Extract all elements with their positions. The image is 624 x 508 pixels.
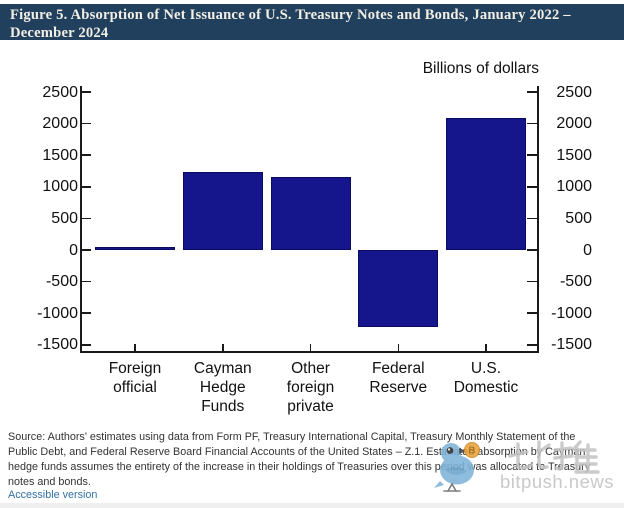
x-axis-category-label: U.S. Domestic bbox=[453, 360, 519, 396]
y-axis-label-left: 0 bbox=[69, 241, 78, 259]
x-axis-category-label: Other foreign private bbox=[286, 360, 335, 415]
bottom-divider bbox=[0, 503, 624, 508]
bottom-axis-line bbox=[80, 351, 539, 353]
bar-4 bbox=[446, 117, 526, 250]
y-axis-label-left: -1500 bbox=[37, 336, 78, 354]
y-tick-right bbox=[526, 154, 538, 156]
y-axis-label-right: 2500 bbox=[556, 83, 592, 101]
y-axis-label-left: 2500 bbox=[42, 83, 78, 101]
x-tick bbox=[134, 344, 136, 351]
bar-3 bbox=[358, 250, 439, 328]
y-axis-label-left: 2000 bbox=[42, 115, 78, 133]
y-axis-label-right: -1000 bbox=[551, 304, 592, 322]
svg-text:B: B bbox=[468, 446, 475, 457]
y-axis-label-left: -500 bbox=[45, 273, 78, 291]
x-tick bbox=[397, 344, 399, 351]
y-tick-right bbox=[526, 122, 538, 125]
y-tick-right bbox=[526, 312, 538, 314]
y-axis-label-right: -1500 bbox=[551, 336, 592, 354]
bar-0 bbox=[95, 246, 175, 250]
y-tick-left bbox=[81, 249, 91, 251]
y-tick-left bbox=[81, 217, 91, 220]
y-tick-right bbox=[526, 344, 538, 346]
watermark-site-text: bitpush.news bbox=[500, 471, 614, 492]
source-line: Source: Authors' estimates using data fr… bbox=[8, 431, 576, 443]
y-axis-label-right: 500 bbox=[565, 209, 592, 227]
y-axis-label-right: -500 bbox=[559, 273, 592, 291]
x-axis-category-label: Foreign official bbox=[108, 360, 162, 396]
y-tick-left bbox=[81, 344, 91, 346]
y-tick-left bbox=[81, 186, 91, 188]
cjk-watermark-glyphs bbox=[508, 440, 600, 474]
y-tick-right bbox=[526, 91, 538, 93]
y-axis-label-right: 0 bbox=[583, 241, 592, 259]
y-tick-left bbox=[81, 91, 91, 93]
y-tick-right bbox=[526, 217, 538, 220]
bar-2 bbox=[270, 176, 351, 250]
y-axis-label-left: 1500 bbox=[42, 146, 78, 164]
y-axis-label-right: 2000 bbox=[556, 115, 592, 133]
bitpush-bird-logo-icon: B bbox=[434, 442, 480, 492]
y-tick-right bbox=[526, 280, 538, 283]
y-tick-left bbox=[81, 122, 91, 125]
x-tick bbox=[485, 344, 487, 351]
x-axis-category-label: Federal Reserve bbox=[369, 360, 428, 396]
figure-title: Figure 5. Absorption of Net Issuance of … bbox=[10, 7, 571, 41]
y-tick-right bbox=[526, 186, 538, 188]
figure-title-bar: Figure 5. Absorption of Net Issuance of … bbox=[0, 4, 624, 41]
x-tick bbox=[309, 344, 312, 351]
y-axis-label-right: 1000 bbox=[556, 178, 592, 196]
accessible-version-link[interactable]: Accessible version bbox=[8, 489, 98, 501]
y-axis-label-left: -1000 bbox=[37, 304, 78, 322]
y-axis-label-left: 500 bbox=[51, 209, 78, 227]
y-axis-label-left: 1000 bbox=[42, 178, 78, 196]
x-axis-category-label: Cayman Hedge Funds bbox=[193, 360, 252, 415]
source-line: Public Debt, and Federal Reserve Board F… bbox=[8, 446, 586, 458]
right-axis-line bbox=[537, 86, 539, 352]
left-axis-line bbox=[80, 86, 82, 352]
y-tick-right bbox=[526, 249, 538, 251]
y-axis-units-label: Billions of dollars bbox=[422, 60, 539, 77]
y-tick-left bbox=[81, 154, 91, 156]
source-line: notes and bonds. bbox=[8, 476, 91, 488]
y-axis-label-right: 1500 bbox=[556, 146, 592, 164]
x-tick bbox=[222, 344, 224, 351]
y-tick-left bbox=[81, 280, 91, 283]
y-tick-left bbox=[81, 312, 91, 314]
bar-1 bbox=[182, 172, 263, 250]
